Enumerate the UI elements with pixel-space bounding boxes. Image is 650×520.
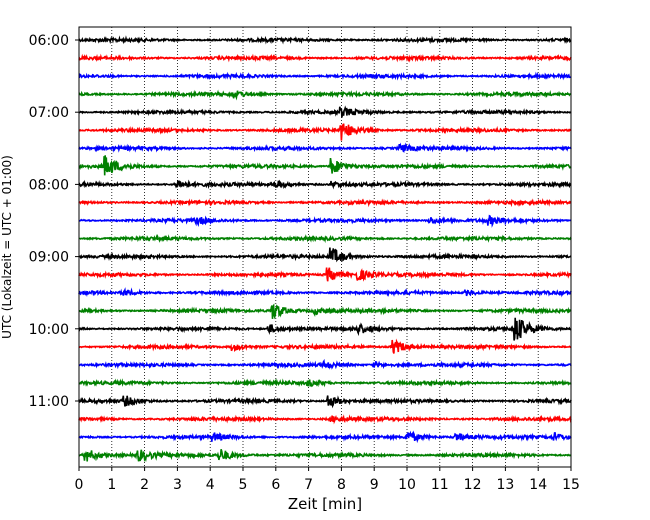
trace-10:15 — [78, 338, 572, 354]
trace-07:45 — [78, 155, 572, 176]
x-tick-label: 1 — [107, 477, 116, 493]
x-tick-label: 14 — [529, 477, 547, 493]
x-tick-label: 7 — [304, 477, 313, 493]
x-tick-label: 9 — [370, 477, 379, 493]
x-tick-label: 3 — [173, 477, 182, 493]
trace-09:30 — [78, 287, 572, 298]
trace-10:00 — [78, 317, 572, 341]
trace-10:45 — [78, 378, 572, 388]
y-axis-label: UTC (Lokalzeit = UTC + 01:00) — [0, 155, 14, 339]
x-tick-label: 4 — [206, 477, 215, 493]
x-tick-label: 13 — [496, 477, 514, 493]
trace-06:15 — [78, 53, 572, 63]
x-tick-label: 2 — [140, 477, 149, 493]
trace-08:15 — [78, 198, 572, 208]
y-tick-label: 07:00 — [29, 105, 69, 121]
x-tick-label: 10 — [398, 477, 416, 493]
grid-lines — [111, 27, 539, 467]
trace-10:30 — [78, 358, 572, 370]
trace-08:30 — [78, 214, 572, 228]
y-tick-label: 08:00 — [29, 177, 69, 193]
y-ticks: 06:00 07:00 08:00 09:00 10:00 11:00 — [29, 33, 79, 410]
trace-09:15 — [78, 267, 572, 282]
y-tick-label: 11:00 — [29, 394, 69, 410]
trace-11:45 — [78, 449, 572, 463]
y-tick-label: 10:00 — [29, 322, 69, 338]
trace-06:00 — [78, 35, 572, 45]
trace-11:30 — [78, 430, 572, 444]
trace-08:45 — [78, 233, 572, 244]
x-tick-label: 11 — [431, 477, 449, 493]
plot-frame — [78, 26, 572, 468]
trace-09:45 — [78, 303, 572, 320]
x-tick-label: 12 — [464, 477, 482, 493]
x-axis-label: Zeit [min] — [288, 495, 362, 513]
trace-11:15 — [78, 414, 572, 425]
x-ticks: 0 1 2 3 4 5 6 7 8 9 10 11 12 13 14 15 — [75, 467, 580, 493]
trace-11:00 — [78, 395, 572, 409]
trace-09:00 — [78, 247, 572, 263]
trace-06:45 — [78, 89, 572, 101]
x-tick-label: 5 — [239, 477, 248, 493]
x-tick-label: 15 — [562, 477, 580, 493]
x-tick-label: 8 — [337, 477, 346, 493]
trace-07:15 — [78, 123, 572, 141]
y-tick-label: 09:00 — [29, 250, 69, 266]
trace-07:00 — [78, 105, 572, 118]
trace-07:30 — [78, 142, 572, 153]
trace-lines — [78, 35, 572, 463]
trace-08:00 — [78, 179, 572, 190]
y-tick-label: 06:00 — [29, 33, 69, 49]
x-tick-label: 0 — [75, 477, 84, 493]
x-tick-label: 6 — [271, 477, 280, 493]
trace-06:30 — [78, 71, 572, 81]
